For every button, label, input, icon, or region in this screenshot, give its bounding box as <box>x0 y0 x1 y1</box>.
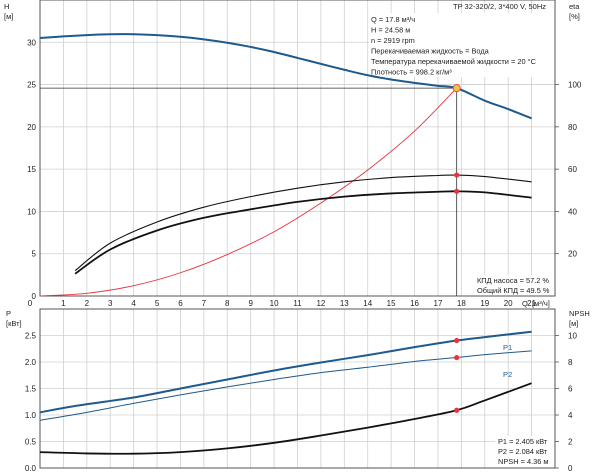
x-tick-label: 21 <box>527 299 536 308</box>
pump-efficiency-curve <box>74 174 532 272</box>
power-tick-label: 1.0 <box>25 411 37 420</box>
chart-title: TP 32-320/2, 3*400 V, 50Hz <box>453 2 546 11</box>
frame-layer <box>39 0 559 469</box>
npsh-tick-label: 4 <box>568 411 573 420</box>
eta-axis-label: eta <box>569 2 580 11</box>
head-tick-label: 10 <box>27 207 36 216</box>
x-tick-label: 5 <box>155 299 160 308</box>
efficiency-point-marker <box>454 188 460 194</box>
npsh-axis-label: NPSH <box>569 309 590 318</box>
npsh-axis-unit: [м] <box>569 319 578 328</box>
head-tick-label: 0 <box>32 292 37 301</box>
marks-layer <box>40 84 461 413</box>
eta-tick-label: 60 <box>568 165 577 174</box>
flow-axis-label: Q <box>522 299 528 308</box>
head-tick-label: 30 <box>27 38 36 47</box>
head-tick-label: 20 <box>27 123 36 132</box>
x-tick-label: 10 <box>270 299 279 308</box>
p1-power-curve <box>39 330 532 414</box>
x-tick-label: 14 <box>363 299 372 308</box>
info-box <box>369 13 555 77</box>
info-temperature: Температура перекачиваемой жидкости = 20… <box>371 57 537 66</box>
series-label-p1: P1 <box>503 343 512 352</box>
npsh-tick-label: 2 <box>568 438 573 447</box>
power-tick-label: 0.5 <box>25 438 37 447</box>
duty-point-marker <box>452 84 461 93</box>
x-tick-label: 4 <box>131 299 136 308</box>
npsh-tick-label: 6 <box>568 385 573 394</box>
info-flow: Q = 17.8 м³/ч <box>371 15 415 24</box>
efficiency-point-marker <box>454 172 460 178</box>
info-speed: n = 2919 rpm <box>371 36 415 45</box>
x-tick-label: 11 <box>293 299 302 308</box>
head-axis-label: H <box>4 2 9 11</box>
x-tick-label: 2 <box>85 299 90 308</box>
x-tick-label: 6 <box>178 299 183 308</box>
info-head: H = 24.58 м <box>371 26 410 35</box>
head-tick-label: 5 <box>32 250 37 259</box>
power-axis-label: P <box>6 309 11 318</box>
system-curve <box>39 87 458 297</box>
npsh-tick-label: 0 <box>568 464 573 473</box>
head-tick-label: 25 <box>27 81 36 90</box>
head-axis-unit: [м] <box>4 12 13 21</box>
x-tick-label: 0 <box>28 299 33 308</box>
power-tick-label: 2.5 <box>25 332 37 341</box>
text-layer: TP 32-320/2, 3*400 V, 50Hz H [м] eta [%]… <box>4 2 590 473</box>
eta-tick-label: 40 <box>568 207 577 216</box>
info-density: Плотность = 998.2 кг/м³ <box>371 68 452 77</box>
top-plot-frame <box>39 0 556 297</box>
head-curve <box>39 33 532 120</box>
x-tick-label: 18 <box>457 299 466 308</box>
x-tick-label: 3 <box>108 299 113 308</box>
eta-tick-label: 100 <box>568 81 582 90</box>
eta-tick-label: 80 <box>568 123 577 132</box>
series-layer <box>39 33 532 455</box>
power-point-marker <box>454 337 460 344</box>
head-tick-label: 15 <box>27 165 36 174</box>
x-tick-label: 13 <box>340 299 349 308</box>
x-tick-label: 15 <box>387 299 396 308</box>
x-tick-label: 12 <box>316 299 325 308</box>
info-npsh: NPSH = 4.36 м <box>498 457 548 466</box>
series-label-p2: P2 <box>503 370 512 379</box>
npsh-curve <box>39 382 532 455</box>
power-tick-label: 0.0 <box>25 464 37 473</box>
total-efficiency-text: Общий КПД = 49.5 % <box>477 286 550 295</box>
flow-axis-unit: [м³/ч] <box>532 299 550 308</box>
pump-efficiency-text: КПД насоса = 57.2 % <box>477 276 549 285</box>
x-tick-label: 7 <box>202 299 207 308</box>
x-tick-label: 16 <box>410 299 419 308</box>
power-tick-label: 2.0 <box>25 358 37 367</box>
info-p1: P1 = 2.405 кВт <box>498 437 548 446</box>
eta-tick-label: 20 <box>568 250 577 259</box>
power-tick-label: 1.5 <box>25 385 37 394</box>
npsh-tick-label: 8 <box>568 358 573 367</box>
eta-axis-unit: [%] <box>569 12 580 21</box>
x-tick-label: 8 <box>225 299 230 308</box>
grid-layer <box>39 0 555 469</box>
info-p2: P2 = 2.084 кВт <box>498 447 548 456</box>
total-efficiency-curve <box>74 190 532 275</box>
power-axis-unit: [кВт] <box>6 319 22 328</box>
x-tick-label: 17 <box>434 299 443 308</box>
efficiency-box <box>474 275 555 296</box>
power-point-marker <box>454 407 460 413</box>
p2-power-curve <box>39 350 532 421</box>
x-tick-label: 9 <box>248 299 253 308</box>
info-liquid: Перекачиваемая жидкость = Вода <box>371 47 490 56</box>
x-tick-label: 1 <box>61 299 66 308</box>
x-tick-label: 20 <box>504 299 513 308</box>
power-info-box <box>495 436 555 468</box>
npsh-tick-label: 10 <box>568 332 577 341</box>
x-tick-label: 19 <box>480 299 489 308</box>
power-point-marker <box>454 354 460 361</box>
bottom-plot-frame <box>39 308 556 469</box>
